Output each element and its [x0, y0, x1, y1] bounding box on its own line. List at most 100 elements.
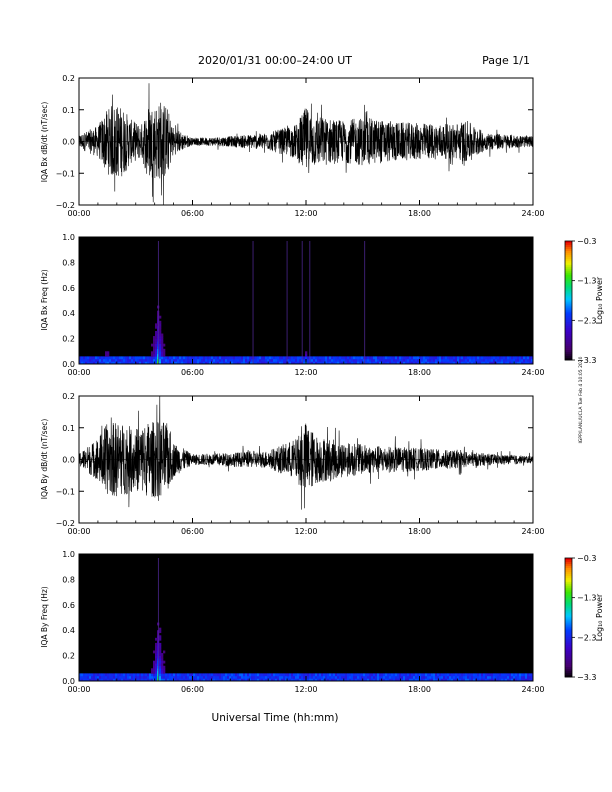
spectrogram-cell	[285, 673, 288, 677]
spectrogram-cell	[237, 678, 240, 682]
spectrogram-cell	[99, 361, 102, 365]
colorbar-swatch	[565, 296, 572, 299]
spectrogram-cell	[263, 358, 266, 362]
colorbar-swatch	[565, 302, 572, 305]
spectrogram-cell	[513, 358, 516, 362]
spectrogram-cell	[401, 361, 404, 365]
spectrogram-cell	[265, 356, 268, 360]
spectrogram-cell	[239, 361, 242, 365]
spectrogram-cell	[457, 361, 460, 365]
spectrogram-cell	[503, 675, 506, 679]
spectrogram-cell	[411, 673, 414, 677]
spectrogram-cell	[147, 675, 150, 679]
spectrogram-cell	[275, 356, 278, 360]
spectrogram-cell	[319, 356, 322, 360]
spectrogram-cell	[517, 673, 520, 677]
spectrogram-cell	[153, 675, 156, 679]
spectrogram-cell	[467, 678, 470, 682]
spectrogram-cell	[269, 356, 272, 360]
spectrogram-cell	[325, 361, 328, 365]
x-tick-label: 18:00	[408, 685, 431, 694]
spectrogram-cell	[471, 673, 474, 677]
spectrogram-cell	[151, 351, 154, 355]
spectrogram-cell	[257, 678, 260, 682]
spectrogram-cell	[247, 356, 250, 360]
spectrogram-cell	[155, 645, 158, 649]
spectrogram-cell	[113, 358, 116, 362]
spectrogram-cell	[405, 675, 408, 679]
spectrogram-cell	[471, 361, 474, 365]
spectrogram-cell	[189, 673, 192, 677]
spectrogram-cell	[499, 358, 502, 362]
colorbar-swatch	[565, 619, 572, 622]
colorbar-swatch	[565, 256, 572, 260]
spectrogram-cell	[379, 358, 382, 362]
spectrogram-cell	[531, 675, 534, 679]
spectrogram-cell	[133, 361, 136, 365]
spectrogram-cell	[163, 668, 166, 672]
x-tick-label: 00:00	[67, 527, 90, 536]
spectrogram-cell	[447, 673, 450, 677]
spectrogram-cell	[377, 678, 380, 682]
spectrogram-cell	[351, 361, 354, 365]
spectrogram-cell	[321, 675, 324, 679]
spectrogram-cell	[133, 673, 136, 677]
spectrogram-cell	[451, 675, 454, 679]
spectrogram-cell	[487, 673, 490, 677]
spectrogram-cell	[463, 673, 466, 677]
spectrogram-cell	[279, 358, 282, 362]
spectrogram-cell	[87, 356, 90, 360]
spectrogram-cell	[451, 358, 454, 362]
spectrogram-cell	[459, 361, 462, 365]
spectrogram-cell	[207, 675, 210, 679]
spectrogram-cell	[155, 647, 158, 651]
spectrogram-cell	[463, 678, 466, 682]
spectrogram-cell	[153, 336, 156, 339]
spectrogram-cell	[167, 678, 170, 682]
spectrogram-cell	[185, 356, 188, 360]
spectrogram-cell	[91, 675, 94, 679]
spectrogram-cell	[353, 361, 356, 365]
spectrogram-cell	[81, 675, 84, 679]
spectrogram-cell	[355, 356, 358, 360]
spectrogram-cell	[115, 361, 118, 365]
spectrogram-cell	[437, 673, 440, 677]
spectrogram-cell	[495, 358, 498, 362]
spectrogram-cell	[199, 361, 202, 365]
panel-by-dbdt: −0.2−0.10.00.10.2 00:00 06:00 12:00 18:00 24…	[40, 392, 545, 536]
spectrogram-cell	[151, 673, 154, 677]
spectrogram-cell	[521, 673, 524, 677]
spectrogram-cell	[383, 356, 386, 360]
spectrogram-cell	[421, 356, 424, 360]
spectrogram-cell	[81, 678, 84, 682]
spectrogram-cell	[275, 675, 278, 679]
spectrogram-cell	[107, 361, 110, 365]
spectrogram-cell	[329, 675, 332, 679]
spectrogram-cell	[227, 361, 230, 365]
spectrogram-cell	[219, 675, 222, 679]
spectrogram-cell	[445, 673, 448, 677]
spectrogram-cell	[449, 675, 452, 679]
spectrogram-cell	[517, 356, 520, 360]
spectrogram-cell	[117, 358, 120, 362]
spectrogram-cell	[467, 356, 470, 360]
spectrogram-cell	[505, 361, 508, 365]
spectrogram-cell	[89, 673, 92, 677]
spectrogram-cell	[497, 675, 500, 679]
spectrogram-cell	[161, 333, 164, 337]
spectrogram-cell	[109, 356, 112, 360]
spectrogram-cell	[215, 675, 218, 679]
spectrogram-cell	[431, 675, 434, 679]
spectrogram-cell	[97, 675, 100, 679]
spectrogram-cell	[285, 361, 288, 365]
spectrogram-cell	[159, 320, 162, 324]
spectrogram-cell	[83, 675, 86, 679]
spectrogram-cell	[447, 678, 450, 682]
spectrogram-cell	[347, 678, 350, 682]
colorbar-swatch	[565, 242, 572, 246]
spectrogram-cell	[307, 358, 310, 362]
bx-freq-x-axis: 00:00 06:00 12:00 18:00 24:00	[67, 237, 545, 377]
x-tick-label: 12:00	[294, 527, 317, 536]
spectrogram-cell	[249, 673, 252, 677]
spectrogram-cell	[525, 361, 528, 365]
